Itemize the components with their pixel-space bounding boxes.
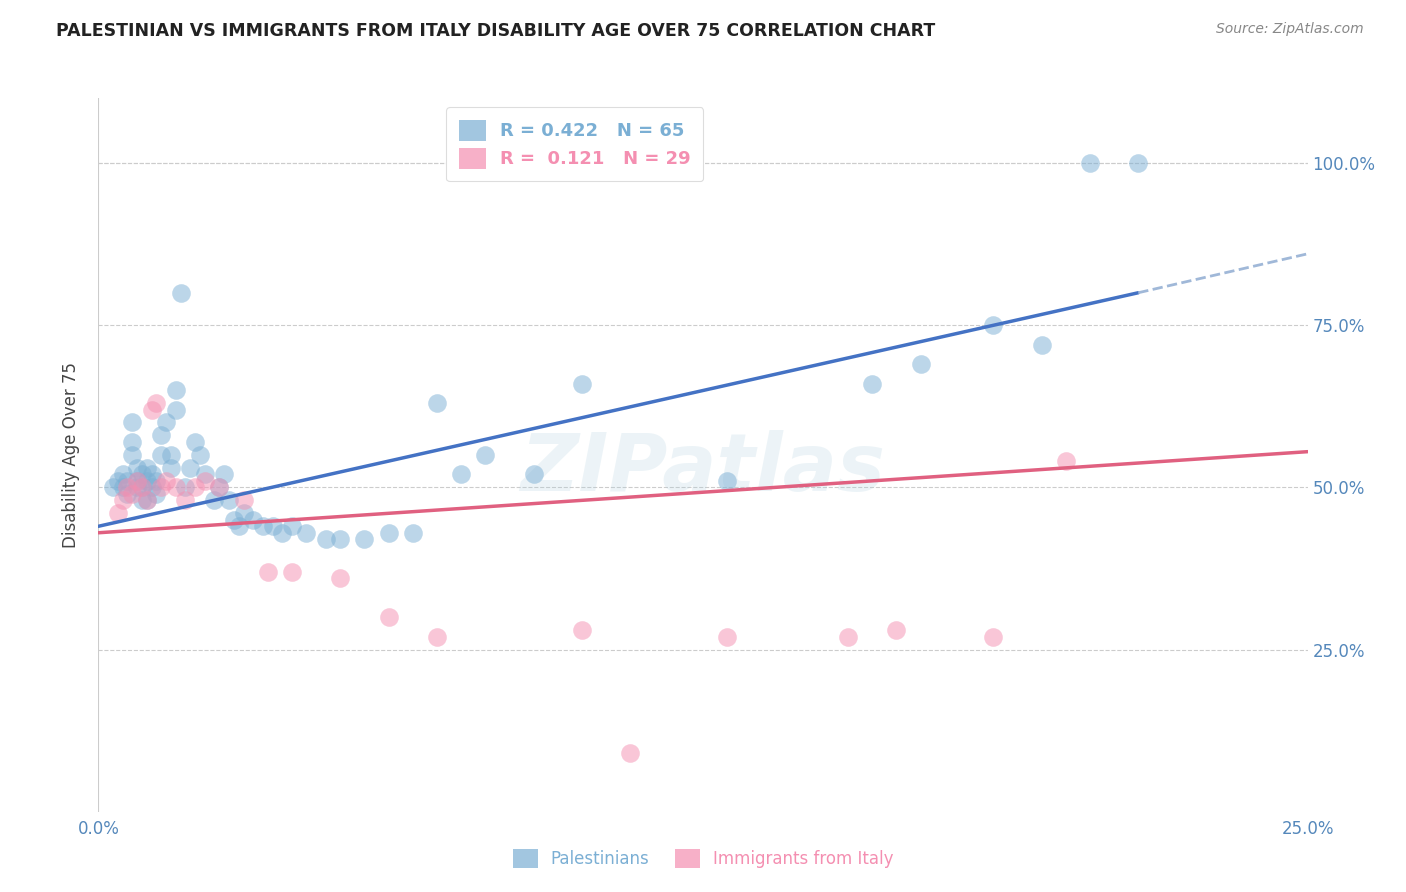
Point bbox=[117, 480, 139, 494]
Point bbox=[155, 416, 177, 430]
Point bbox=[426, 630, 449, 644]
Point bbox=[262, 519, 284, 533]
Point bbox=[155, 474, 177, 488]
Point bbox=[426, 396, 449, 410]
Point bbox=[1031, 337, 1053, 351]
Point bbox=[127, 461, 149, 475]
Point bbox=[886, 623, 908, 637]
Point bbox=[981, 630, 1004, 644]
Y-axis label: Disability Age Over 75: Disability Age Over 75 bbox=[62, 362, 80, 548]
Point bbox=[523, 467, 546, 482]
Point bbox=[131, 493, 153, 508]
Point bbox=[135, 493, 157, 508]
Point bbox=[141, 480, 163, 494]
Point bbox=[242, 513, 264, 527]
Point bbox=[145, 396, 167, 410]
Point bbox=[222, 513, 245, 527]
Point bbox=[127, 474, 149, 488]
Point bbox=[165, 383, 187, 397]
Point bbox=[837, 630, 859, 644]
Point bbox=[232, 493, 254, 508]
Point bbox=[329, 571, 352, 585]
Point bbox=[174, 493, 197, 508]
Point bbox=[910, 357, 932, 371]
Point bbox=[121, 448, 143, 462]
Point bbox=[107, 506, 129, 520]
Text: ZIPatlas: ZIPatlas bbox=[520, 430, 886, 508]
Point bbox=[619, 747, 641, 761]
Point bbox=[571, 623, 593, 637]
Point bbox=[315, 533, 337, 547]
Point bbox=[271, 525, 294, 540]
Point bbox=[232, 506, 254, 520]
Point bbox=[127, 480, 149, 494]
Point bbox=[1128, 156, 1150, 170]
Point bbox=[111, 480, 134, 494]
Point bbox=[165, 480, 187, 494]
Point bbox=[716, 630, 738, 644]
Point bbox=[150, 480, 173, 494]
Point bbox=[121, 487, 143, 501]
Legend: R = 0.422   N = 65, R =  0.121   N = 29: R = 0.422 N = 65, R = 0.121 N = 29 bbox=[446, 107, 703, 181]
Point bbox=[131, 480, 153, 494]
Point bbox=[474, 448, 496, 462]
Point bbox=[160, 461, 183, 475]
Point bbox=[252, 519, 274, 533]
Point bbox=[150, 428, 173, 442]
Point bbox=[1078, 156, 1101, 170]
Point bbox=[101, 480, 124, 494]
Point bbox=[111, 493, 134, 508]
Point bbox=[145, 474, 167, 488]
Point bbox=[353, 533, 375, 547]
Point bbox=[204, 493, 226, 508]
Point bbox=[212, 467, 235, 482]
Point bbox=[860, 376, 883, 391]
Point bbox=[377, 525, 399, 540]
Point bbox=[141, 402, 163, 417]
Point bbox=[127, 474, 149, 488]
Point bbox=[174, 480, 197, 494]
Point bbox=[150, 448, 173, 462]
Point bbox=[208, 480, 231, 494]
Point bbox=[135, 493, 157, 508]
Point bbox=[218, 493, 240, 508]
Point bbox=[194, 467, 217, 482]
Point bbox=[981, 318, 1004, 333]
Point bbox=[377, 610, 399, 624]
Point bbox=[145, 487, 167, 501]
Point bbox=[121, 416, 143, 430]
Point bbox=[1054, 454, 1077, 468]
Text: Source: ZipAtlas.com: Source: ZipAtlas.com bbox=[1216, 22, 1364, 37]
Point bbox=[184, 480, 207, 494]
Point bbox=[117, 487, 139, 501]
Point bbox=[208, 480, 231, 494]
Point bbox=[281, 565, 304, 579]
Point bbox=[135, 461, 157, 475]
Point bbox=[571, 376, 593, 391]
Point bbox=[141, 467, 163, 482]
Point bbox=[329, 533, 352, 547]
Point bbox=[169, 285, 191, 300]
Point bbox=[131, 480, 153, 494]
Point bbox=[121, 434, 143, 449]
Point bbox=[188, 448, 211, 462]
Point bbox=[281, 519, 304, 533]
Point bbox=[111, 467, 134, 482]
Point bbox=[402, 525, 425, 540]
Point bbox=[295, 525, 318, 540]
Text: PALESTINIAN VS IMMIGRANTS FROM ITALY DISABILITY AGE OVER 75 CORRELATION CHART: PALESTINIAN VS IMMIGRANTS FROM ITALY DIS… bbox=[56, 22, 935, 40]
Point bbox=[165, 402, 187, 417]
Point bbox=[228, 519, 250, 533]
Point bbox=[184, 434, 207, 449]
Point bbox=[160, 448, 183, 462]
Point bbox=[117, 474, 139, 488]
Point bbox=[135, 474, 157, 488]
Point bbox=[716, 474, 738, 488]
Point bbox=[256, 565, 278, 579]
Point bbox=[179, 461, 201, 475]
Point bbox=[107, 474, 129, 488]
Point bbox=[131, 467, 153, 482]
Point bbox=[194, 474, 217, 488]
Point bbox=[450, 467, 472, 482]
